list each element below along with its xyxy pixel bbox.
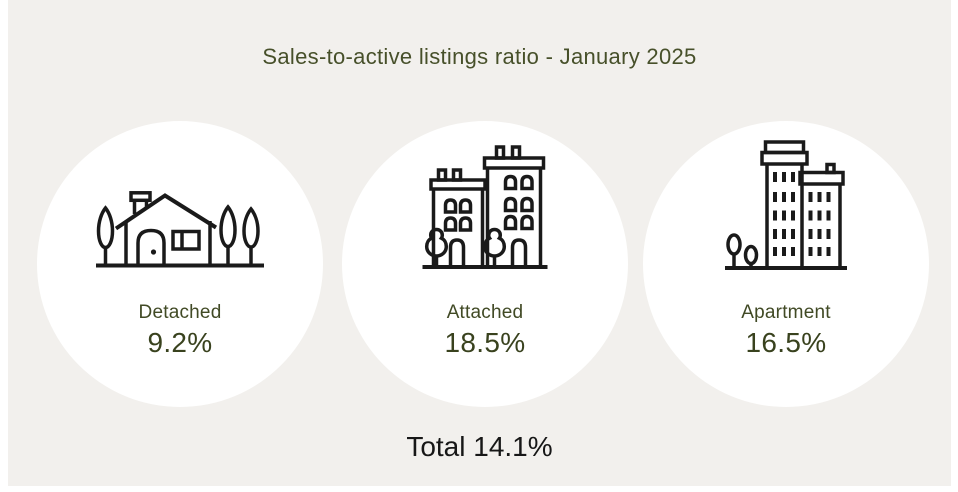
infographic-title: Sales-to-active listings ratio - January… bbox=[262, 44, 697, 69]
infographic-panel: Sales-to-active listings ratio - January… bbox=[8, 0, 951, 486]
attached-label: Attached bbox=[446, 302, 524, 323]
left-tower-windows bbox=[773, 172, 795, 256]
attached-value: 18.5% bbox=[444, 327, 526, 358]
total-value: Total 14.1% bbox=[406, 431, 553, 462]
detached-card: Detached 9.2% bbox=[37, 121, 323, 407]
right-tower-windows bbox=[808, 192, 831, 256]
apartment-label: Apartment bbox=[741, 302, 831, 323]
attached-card: Attached 18.5% bbox=[342, 121, 628, 407]
apartment-card: Apartment 16.5% bbox=[643, 121, 929, 407]
detached-house-icon bbox=[96, 191, 264, 268]
attached-townhouses-icon bbox=[422, 145, 548, 269]
detached-label: Detached bbox=[138, 302, 222, 323]
apartment-towers-icon bbox=[725, 140, 847, 270]
apartment-value: 16.5% bbox=[745, 327, 827, 358]
detached-value: 9.2% bbox=[147, 327, 213, 358]
